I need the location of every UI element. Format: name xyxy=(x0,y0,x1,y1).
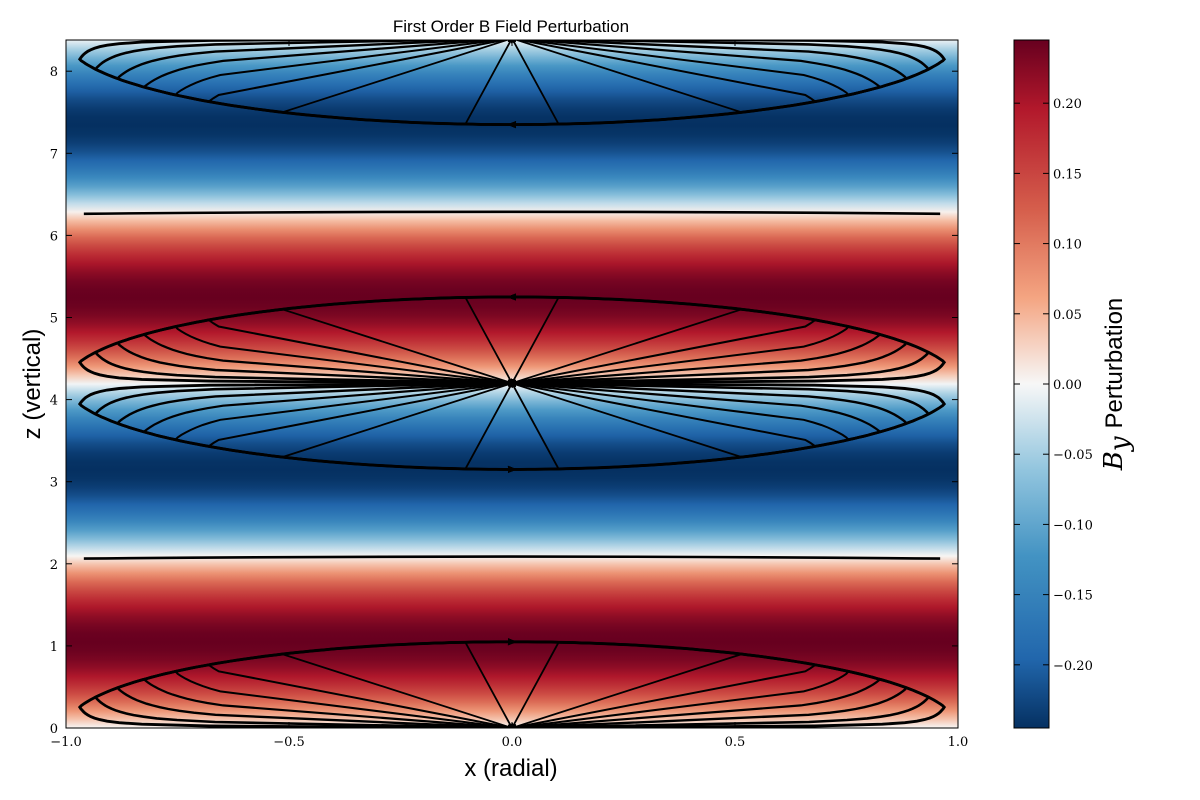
separatrix-1 xyxy=(83,210,941,216)
x-tick-label: 0.0 xyxy=(502,735,523,750)
x-axis: −1.0 −0.5 0.0 0.5 1.0 xyxy=(50,40,968,750)
colorbar-label-subscript: y xyxy=(1105,436,1135,452)
y-axis-label: z (vertical) xyxy=(19,329,46,440)
streamline-arrow xyxy=(507,121,517,129)
y-axis: 0 1 2 3 4 5 6 7 8 xyxy=(50,65,958,737)
x-axis-label: x (radial) xyxy=(464,755,557,782)
y-tick-label: 6 xyxy=(50,229,58,244)
colorbar-tick-label: 0.20 xyxy=(1053,97,1082,112)
y-tick-label: 5 xyxy=(50,311,58,326)
streamlines xyxy=(77,40,947,728)
chart-title: First Order B Field Perturbation xyxy=(393,17,629,36)
y-tick-label: 8 xyxy=(50,65,58,80)
y-tick-label: 7 xyxy=(50,147,58,162)
plot-area: −1.0 −0.5 0.0 0.5 1.0 0 1 2 3 4 5 6 7 8 xyxy=(50,39,968,750)
colorbar-tick-label: 0.00 xyxy=(1053,378,1082,393)
y-tick-label: 1 xyxy=(50,640,58,655)
x-tick-label: 1.0 xyxy=(948,735,969,750)
streamline-arrow xyxy=(507,724,517,728)
colorbar-tick-label: −0.10 xyxy=(1053,518,1093,533)
y-tick-label: 2 xyxy=(50,558,58,573)
colorbar-tick-label: −0.05 xyxy=(1053,448,1093,463)
streamline-cell-2-level-9 xyxy=(77,40,947,127)
colorbar-label: By Perturbation xyxy=(1099,298,1135,472)
streamline-cell-0-level-9 xyxy=(77,640,947,728)
x-tick-label: −1.0 xyxy=(50,735,82,750)
colorbar-tick-label: 0.05 xyxy=(1053,308,1082,323)
x-tick-label: −0.5 xyxy=(273,735,305,750)
colorbar-label-symbol: B xyxy=(1099,451,1129,471)
colorbar-tick-label: −0.15 xyxy=(1053,589,1093,604)
streamline-arrow xyxy=(507,293,517,301)
colorbar-label-text: Perturbation xyxy=(1101,298,1128,429)
colorbar-tick-label: 0.15 xyxy=(1053,167,1082,182)
streamline-arrow xyxy=(507,638,517,646)
colorbar-ticks: −0.20 −0.15 −0.10 −0.05 0.00 0.05 0.10 0.15 0.20 xyxy=(1014,97,1093,674)
x-tick-label: 0.5 xyxy=(725,735,746,750)
y-tick-label: 4 xyxy=(50,394,58,409)
streamline-arrow xyxy=(507,465,517,473)
colorbar-tick-label: 0.10 xyxy=(1053,238,1082,253)
colorbar: −0.20 −0.15 −0.10 −0.05 0.00 0.05 0.10 0.15 0.20… xyxy=(1013,39,1135,729)
streamline-arrow xyxy=(507,379,517,387)
y-tick-label: 3 xyxy=(50,476,58,491)
y-tick-label: 0 xyxy=(50,722,58,737)
colorbar-tick-label: −0.20 xyxy=(1053,659,1093,674)
separatrix-0 xyxy=(83,555,941,560)
